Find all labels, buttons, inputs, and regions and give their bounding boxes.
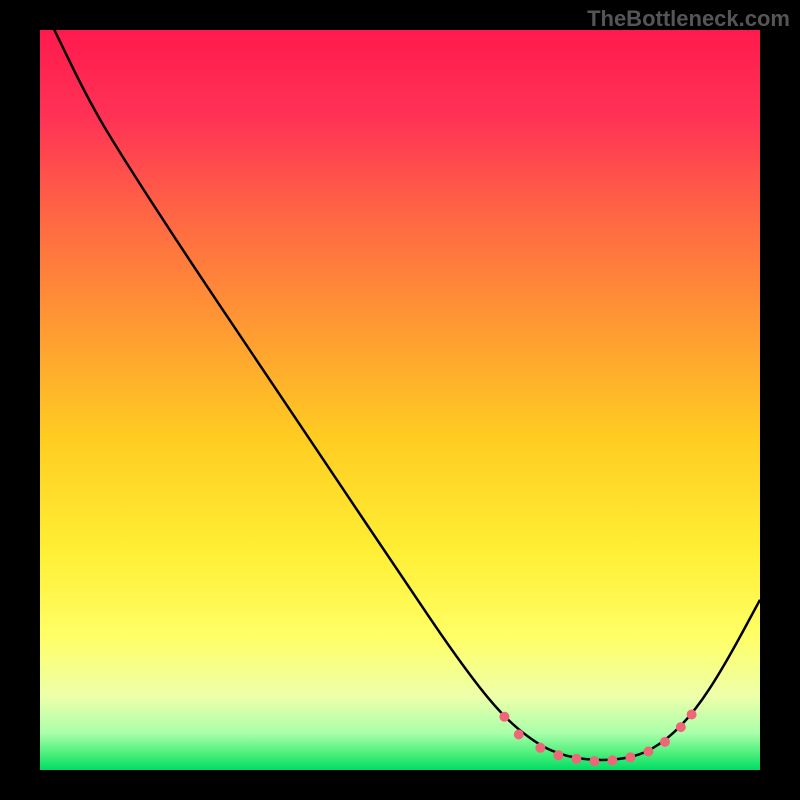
curve-marker xyxy=(660,737,670,747)
curve-marker xyxy=(553,750,563,760)
curve-marker xyxy=(589,756,599,766)
curve-marker xyxy=(625,752,635,762)
curve-marker xyxy=(676,722,686,732)
chart-container xyxy=(40,30,760,770)
bottleneck-curve xyxy=(40,30,760,770)
curve-marker xyxy=(571,754,581,764)
curve-marker xyxy=(535,743,545,753)
watermark-text: TheBottleneck.com xyxy=(587,6,790,32)
curve-marker xyxy=(607,755,617,765)
curve-marker xyxy=(499,712,509,722)
curve-marker xyxy=(643,747,653,757)
curve-marker xyxy=(687,710,697,720)
curve-marker xyxy=(514,729,524,739)
